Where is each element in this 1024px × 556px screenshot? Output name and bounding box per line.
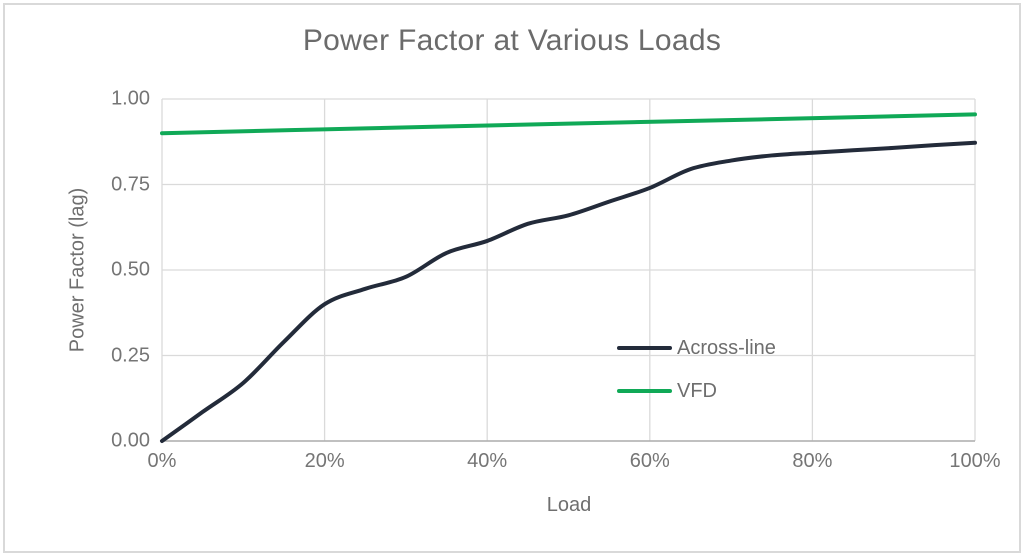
- x-tick-label: 80%: [792, 450, 833, 472]
- legend-item-across-line: Across-line: [617, 334, 776, 362]
- x-tick-label: 20%: [304, 450, 345, 472]
- y-tick-label: 1.00: [111, 87, 150, 110]
- y-tick-label: 0.50: [111, 258, 150, 281]
- legend: Across-line VFD: [617, 334, 776, 420]
- legend-swatch-across-line-icon: [617, 346, 672, 350]
- y-tick-label: 0.00: [111, 429, 150, 452]
- x-axis-title: Load: [546, 494, 592, 516]
- x-tick-label: 60%: [629, 450, 670, 472]
- legend-swatch-vfd-icon: [617, 389, 672, 393]
- legend-label-across-line: Across-line: [677, 336, 776, 359]
- x-tick-label: 100%: [949, 450, 1001, 472]
- x-tick-label: 40%: [467, 450, 508, 472]
- y-axis-title: Power Factor (lag): [66, 187, 89, 353]
- y-tick-label: 0.75: [111, 173, 150, 195]
- legend-label-vfd: VFD: [677, 379, 717, 402]
- x-tick-label: 0%: [147, 450, 177, 472]
- y-tick-label: 0.25: [111, 344, 150, 366]
- chart-title: Power Factor at Various Loads: [302, 24, 722, 57]
- legend-item-vfd: VFD: [617, 377, 776, 405]
